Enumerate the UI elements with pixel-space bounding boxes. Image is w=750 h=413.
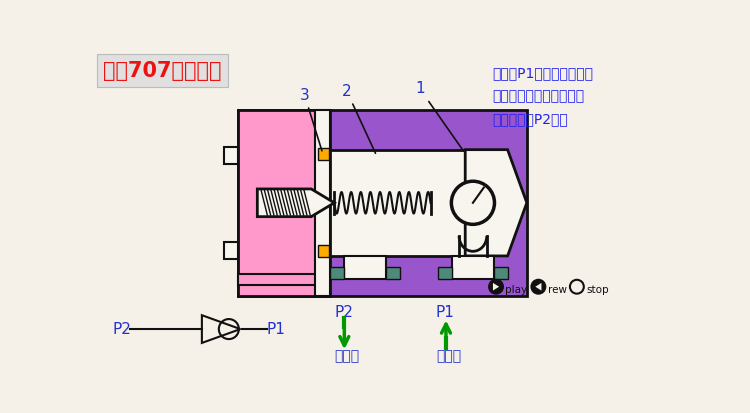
- Polygon shape: [493, 283, 499, 291]
- Bar: [315, 109, 331, 296]
- Text: 1: 1: [416, 81, 464, 151]
- Bar: [238, 109, 331, 296]
- Polygon shape: [465, 150, 526, 256]
- Bar: [438, 267, 452, 279]
- Text: 进油口: 进油口: [436, 349, 461, 363]
- Text: play: play: [506, 285, 527, 295]
- Text: stop: stop: [586, 285, 609, 295]
- Text: 化工707剪辑制作: 化工707剪辑制作: [104, 61, 222, 81]
- Bar: [330, 267, 344, 279]
- Text: rew: rew: [548, 285, 566, 295]
- Text: P2: P2: [334, 305, 353, 320]
- Bar: [318, 148, 329, 160]
- Text: 2: 2: [342, 84, 376, 153]
- Bar: [318, 245, 329, 257]
- Text: 3: 3: [300, 88, 322, 151]
- Text: P1: P1: [266, 322, 286, 337]
- Bar: [238, 109, 526, 296]
- Text: 出油口: 出油口: [334, 349, 359, 363]
- Bar: [494, 267, 508, 279]
- Polygon shape: [257, 189, 334, 217]
- Bar: [224, 242, 238, 259]
- Polygon shape: [536, 283, 542, 291]
- Bar: [224, 147, 238, 164]
- Circle shape: [532, 280, 545, 294]
- Circle shape: [452, 181, 494, 224]
- Bar: [452, 256, 494, 279]
- Bar: [386, 267, 400, 279]
- Bar: [238, 274, 331, 285]
- Circle shape: [489, 280, 503, 294]
- Bar: [344, 256, 386, 279]
- Bar: [331, 150, 465, 256]
- Text: 流体从P1流入时，克服弹
簧力推动阀芯，使通道接
通，流体从P2流出: 流体从P1流入时，克服弹 簧力推动阀芯，使通道接 通，流体从P2流出: [492, 66, 593, 126]
- Text: P2: P2: [112, 322, 131, 337]
- Text: P1: P1: [436, 305, 454, 320]
